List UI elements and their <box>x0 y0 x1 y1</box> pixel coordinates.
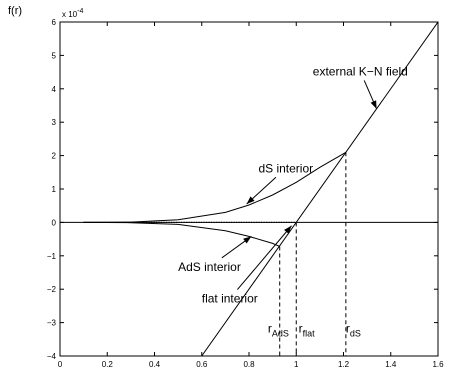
y-tick-label: −2 <box>47 285 57 294</box>
y-tick-label: −3 <box>47 319 57 328</box>
annotation-arrowhead <box>370 100 377 109</box>
x-tick-label: 0.6 <box>196 360 208 369</box>
series-line-0 <box>201 22 438 356</box>
y-multiplier: x 10-4 <box>62 8 83 19</box>
annotation-arrowhead <box>243 236 252 244</box>
annotation-label: dS interior <box>258 161 313 175</box>
y-tick-label: 5 <box>52 51 57 60</box>
y-tick-label: 4 <box>52 85 57 94</box>
annotation-arrowhead <box>246 196 255 205</box>
annotation-label: flat interior <box>202 292 258 306</box>
annotation-label: AdS interior <box>178 260 241 274</box>
y-tick-label: 6 <box>52 18 57 27</box>
annotation-arrowhead <box>284 225 292 234</box>
y-tick-label: −4 <box>47 352 57 361</box>
y-tick-label: −1 <box>47 252 57 261</box>
y-tick-label: 2 <box>52 152 57 161</box>
r-label: rflat <box>299 322 316 339</box>
y-tick-label: 1 <box>52 185 57 194</box>
annotation-arrow-line <box>237 225 292 290</box>
x-tick-label: 1.6 <box>432 360 444 369</box>
series-line-2 <box>83 221 280 247</box>
x-tick-label: 0.8 <box>243 360 255 369</box>
x-tick-label: 0.2 <box>102 360 114 369</box>
x-tick-label: 1.4 <box>385 360 397 369</box>
annotation-label: external K−N field <box>313 64 408 78</box>
y-tick-label: 0 <box>52 218 57 227</box>
series-line-1 <box>83 151 347 223</box>
r-label: rdS <box>346 322 361 339</box>
y-tick-label: 3 <box>52 118 57 127</box>
x-tick-label: 1.2 <box>338 360 350 369</box>
r-label: rAdS <box>268 322 289 339</box>
x-tick-label: 0.4 <box>149 360 161 369</box>
x-tick-label: 1 <box>294 360 299 369</box>
x-tick-label: 0 <box>58 360 63 369</box>
y-axis-label: f(r) <box>8 5 22 17</box>
